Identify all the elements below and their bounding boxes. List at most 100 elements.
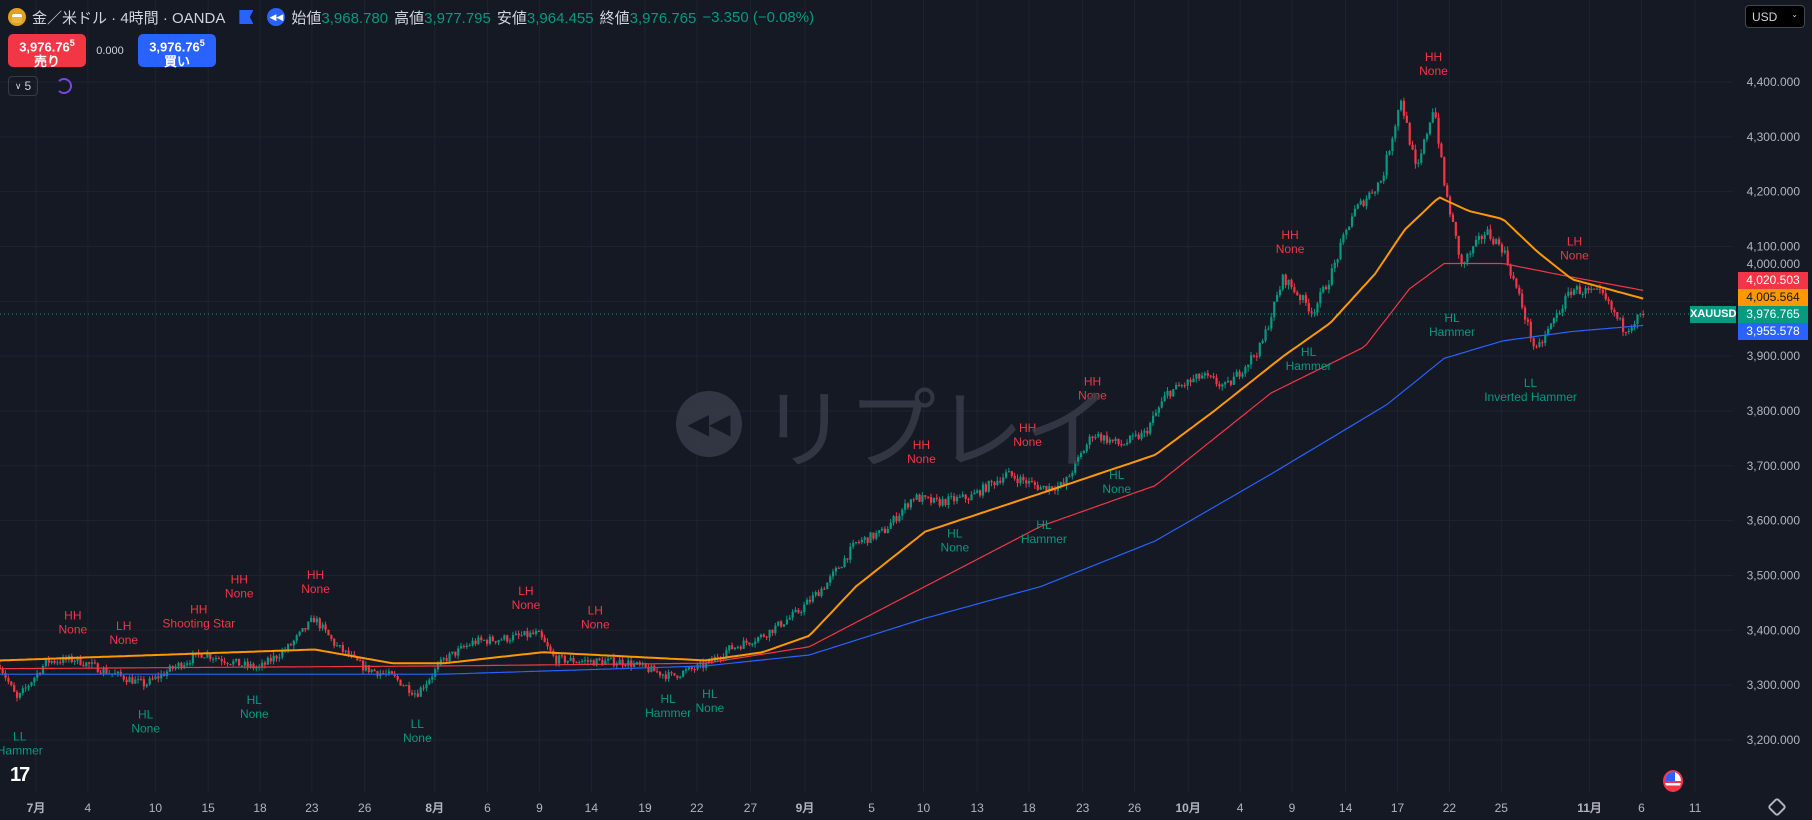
candle-body [1048, 486, 1051, 492]
candle-body [1483, 234, 1486, 240]
candle-body [298, 631, 301, 636]
annotation-pattern-label: None [512, 598, 541, 612]
replay-icon[interactable]: ◀◀ [267, 8, 286, 26]
candle-body [1238, 371, 1241, 377]
candle-body [1561, 308, 1564, 313]
candle-body [7, 677, 10, 682]
candle-body [633, 663, 636, 667]
candle-body [684, 669, 688, 671]
candle-body [1296, 292, 1299, 296]
x-tick-label: 10 [917, 801, 931, 815]
candle-body [624, 664, 627, 666]
candle-body [142, 679, 146, 687]
candle-body [768, 629, 771, 638]
x-tick-label: 15 [201, 801, 215, 815]
candle-body [1529, 321, 1532, 339]
tradingview-logo[interactable]: 17 [10, 764, 30, 786]
annotation-swing-label: HH [1019, 421, 1036, 435]
candle-body [999, 480, 1002, 483]
candle-body [266, 657, 270, 665]
candle-body [1290, 279, 1293, 288]
candle-body [979, 490, 982, 496]
candle-body [690, 667, 693, 670]
candle-body [566, 660, 569, 663]
candle-body [327, 629, 330, 636]
candle-body [1252, 355, 1256, 357]
candle-body [904, 503, 907, 510]
candle-body [1273, 301, 1276, 318]
candle-body [831, 571, 835, 577]
candle-body [387, 671, 391, 674]
candle-body [1454, 221, 1457, 236]
candle-body [235, 658, 238, 662]
candle-body [1434, 112, 1437, 118]
candle-body [1123, 444, 1126, 446]
candle-body [569, 657, 572, 661]
candle-body [122, 675, 125, 680]
annotation-swing-label: HL [947, 526, 963, 540]
candle-body [275, 655, 278, 659]
candle-body [1160, 401, 1163, 408]
candle-body [56, 662, 59, 664]
candle-body [869, 532, 872, 543]
candle-body [529, 632, 532, 637]
candle-body [462, 646, 466, 648]
symbol-title[interactable]: 金／米ドル · 4時間 · OANDA [32, 9, 226, 27]
candle-body [1316, 303, 1319, 313]
candle-body [1229, 380, 1233, 385]
sell-button[interactable]: 3,976.765 売り [8, 34, 86, 69]
candle-body [909, 499, 913, 508]
candle-body [1402, 100, 1406, 116]
candle-body [1281, 274, 1284, 290]
buy-button[interactable]: 3,976.765 買い [138, 34, 216, 69]
candle-body [1544, 334, 1547, 344]
candle-body [794, 609, 797, 613]
candle-body [1437, 117, 1440, 144]
candle-body [1408, 122, 1411, 145]
spread: 0.000 [96, 44, 124, 57]
candle-body [1215, 377, 1218, 385]
us-event-flag-icon[interactable] [1663, 770, 1683, 792]
annotation-swing-label: HH [1084, 374, 1101, 388]
candle-body [315, 618, 319, 623]
candle-body [436, 664, 440, 670]
candle-body [1131, 435, 1135, 437]
candle-body [1313, 312, 1316, 314]
candle-body [1074, 461, 1077, 473]
candle-body [1601, 289, 1605, 294]
candle-body [1411, 144, 1414, 150]
candle-body [1616, 312, 1619, 319]
low-value: 3,964.455 [526, 9, 594, 27]
indicator-toggle[interactable]: ∨ 5 [8, 76, 38, 96]
candle-body [1374, 191, 1377, 194]
candle-body [157, 676, 160, 679]
candle-body [970, 494, 973, 501]
candle-body [431, 676, 434, 680]
candle-body [987, 480, 990, 492]
annotation-pattern-label: None [1078, 388, 1107, 402]
currency-select[interactable]: USD ⌄ [1745, 5, 1805, 28]
candle-body [981, 484, 985, 496]
candle-body [318, 618, 321, 629]
candle-body [1077, 457, 1080, 462]
y-tick-label: 3,600.000 [1747, 514, 1801, 528]
candle-body [295, 635, 298, 641]
x-tick-label: 13 [970, 801, 984, 815]
candle-body [1610, 301, 1613, 310]
candle-body [292, 640, 295, 646]
candle-body [1330, 268, 1333, 285]
candle-body [880, 528, 884, 531]
sync-icon[interactable] [56, 78, 72, 94]
candle-body [1108, 439, 1111, 443]
candle-body [21, 688, 24, 694]
flag-icon[interactable] [239, 10, 254, 24]
candle-body [912, 499, 915, 501]
x-tick-label: 26 [1128, 801, 1142, 815]
candle-body [1388, 151, 1391, 155]
sell-price: 3,976.76 [19, 39, 70, 55]
currency-value: USD [1752, 10, 1778, 24]
